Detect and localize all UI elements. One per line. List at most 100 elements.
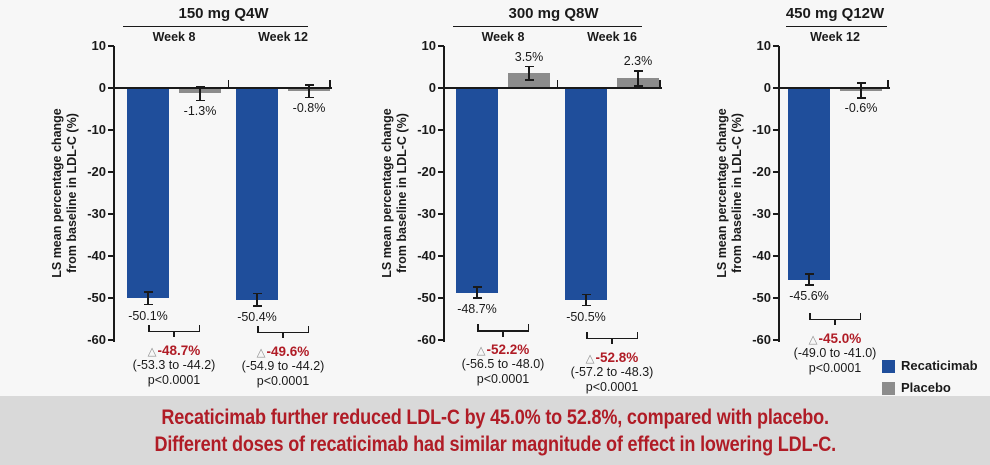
comparison-bracket-mid-tick	[282, 333, 284, 339]
legend-label: Placebo	[901, 380, 951, 395]
delta-triangle-icon: △	[585, 352, 595, 365]
y-tick-label: 0	[98, 80, 106, 95]
y-tick-label: -30	[752, 206, 771, 221]
delta-label: △-52.2%	[433, 342, 573, 357]
delta-triangle-icon: △	[147, 345, 157, 358]
comparison-bracket-line	[148, 330, 200, 333]
y-axis-tick	[107, 297, 114, 299]
placebo-value-label: 3.5%	[514, 49, 544, 64]
recaticimab-bar	[236, 88, 278, 300]
y-axis-tick	[772, 129, 779, 131]
comparison-bracket-end	[527, 324, 529, 330]
comparison-bracket-mid-tick	[173, 332, 175, 338]
comparison-bracket-end	[859, 312, 861, 319]
p-value-label: p<0.0001	[147, 372, 201, 387]
comparison-bracket-line	[477, 330, 529, 332]
comparison-bracket-mid-tick	[834, 320, 836, 326]
y-axis-tick	[772, 87, 779, 89]
week-label: Week 12	[810, 29, 860, 44]
legend: Recaticimab Placebo	[882, 358, 990, 398]
error-bar-cap	[804, 284, 814, 286]
legend-item-recaticimab: Recaticimab	[882, 358, 990, 374]
y-axis-tick	[437, 297, 444, 299]
chart-area: 150 mg Q4W Week 8 Week 12 10 0 -10 -20 -30 -40 -5…	[50, 5, 990, 398]
error-bar	[476, 287, 478, 298]
panel-title: 150 mg Q4W	[178, 5, 269, 22]
comparison-bracket-line	[586, 337, 638, 340]
error-bar-cap	[143, 291, 153, 293]
panel-title: 450 mg Q12W	[785, 5, 885, 22]
y-axis-tick	[107, 129, 114, 131]
recaticimab-bar	[456, 88, 498, 293]
delta-value: -48.7%	[157, 342, 201, 358]
comparison-bracket-end	[477, 324, 479, 330]
y-tick-label: -20	[417, 164, 436, 179]
error-bar	[147, 292, 149, 305]
panel-450-mg-q12w: 450 mg Q12W Week 12 10 0 -10 -20 -30 -40 -50 -60 L…	[715, 5, 890, 375]
y-axis-tick	[772, 213, 779, 215]
y-axis-tick	[437, 339, 444, 341]
comparison-bracket-end	[636, 331, 638, 338]
error-bar-cap	[524, 79, 534, 81]
y-axis-tick	[107, 339, 114, 341]
ci-label: (-56.5 to -48.0)	[461, 357, 545, 371]
placebo-value-label: -1.3%	[183, 103, 217, 118]
error-bar	[860, 82, 862, 99]
legend-label: Recaticimab	[901, 358, 978, 373]
y-axis-line	[443, 46, 445, 342]
ci-label: (-53.3 to -44.2)	[132, 357, 216, 372]
y-axis-tick	[437, 171, 444, 173]
delta-label: △-49.6%	[213, 344, 353, 359]
y-tick-label: -60	[87, 332, 106, 347]
y-axis-tick	[107, 87, 114, 89]
y-axis-tick	[437, 87, 444, 89]
recaticimab-value-label: -50.4%	[237, 309, 277, 324]
error-bar-cap	[252, 292, 262, 295]
y-axis-title-line: from baseline in LDL-C (%)	[730, 113, 744, 273]
delta-label: △-48.7%	[104, 343, 244, 358]
delta-value: -52.2%	[486, 342, 530, 357]
y-axis-title-text: LS mean percentage change from baseline i…	[715, 108, 745, 278]
y-tick-label: -20	[87, 164, 106, 179]
error-bar-cap	[804, 273, 814, 275]
panel-title: 300 mg Q8W	[508, 5, 599, 22]
y-axis-tick	[772, 45, 779, 47]
error-bar	[199, 86, 201, 101]
y-axis-tick	[107, 255, 114, 257]
y-axis-tick	[107, 45, 114, 47]
y-tick-label: -10	[87, 122, 106, 137]
panel-title-underline	[786, 25, 887, 28]
comparison-bracket-end	[307, 325, 309, 332]
y-axis-tick	[437, 255, 444, 257]
x-axis-separator-tick	[887, 79, 889, 87]
error-bar-cap	[472, 297, 482, 299]
error-bar-cap	[304, 84, 314, 86]
error-bar-cap	[633, 85, 643, 87]
recaticimab-bar	[127, 88, 169, 299]
y-axis-tick	[437, 45, 444, 47]
y-tick-label: -50	[417, 290, 436, 305]
x-axis-separator-tick	[227, 79, 230, 87]
comparison-bracket-line	[809, 318, 861, 321]
y-axis-tick	[107, 171, 114, 173]
ci-label: (-57.2 to -48.3)	[570, 364, 654, 379]
delta-triangle-icon: △	[256, 346, 266, 359]
y-axis-tick	[772, 297, 779, 299]
week-label: Week 16	[587, 29, 637, 44]
error-bar	[256, 293, 258, 306]
y-axis-title-line: LS mean percentage change	[715, 108, 729, 278]
y-tick-label: -40	[417, 248, 436, 263]
p-value-label: p<0.0001	[476, 372, 530, 386]
delta-label: △-52.8%	[542, 350, 682, 365]
legend-item-placebo: Placebo	[882, 380, 990, 396]
y-tick-label: -60	[752, 332, 771, 347]
placebo-value-label: -0.8%	[292, 100, 326, 115]
error-bar-cap	[856, 97, 866, 99]
y-axis-tick	[772, 255, 779, 257]
summary-banner: Recaticimab further reduced LDL-C by 45.…	[0, 396, 990, 465]
y-tick-label: 10	[756, 38, 771, 53]
y-tick-label: -10	[752, 122, 771, 137]
y-tick-label: -10	[417, 122, 436, 137]
panel-title-underline	[453, 25, 642, 28]
